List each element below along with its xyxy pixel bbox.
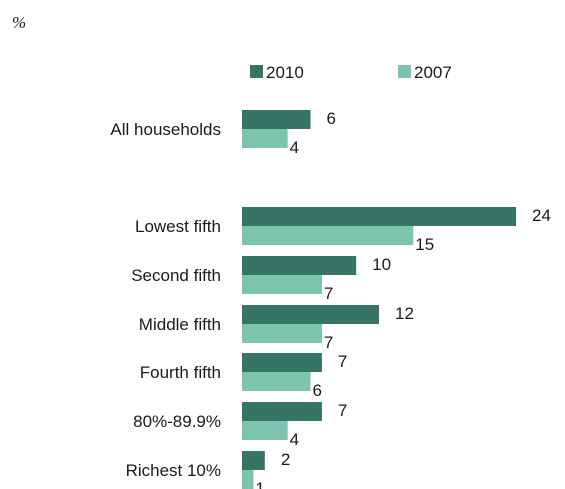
bar-2010-all-households xyxy=(242,110,311,129)
bar-2007-80pct-89-9pct xyxy=(242,421,288,440)
category-label-lowest-fifth: Lowest fifth xyxy=(135,217,221,236)
value-label-2007-lowest-fifth: 15 xyxy=(415,235,434,254)
value-label-2010-second-fifth: 10 xyxy=(372,255,391,274)
value-label-2007-second-fifth: 7 xyxy=(324,284,333,303)
bar-2007-second-fifth xyxy=(242,275,322,294)
legend-swatch-2010 xyxy=(250,65,263,78)
value-label-2010-80pct-89-9pct: 7 xyxy=(338,401,347,420)
category-label-middle-fifth: Middle fifth xyxy=(139,315,221,334)
legend: 2010 2007 xyxy=(250,63,452,82)
value-label-2010-middle-fifth: 12 xyxy=(395,304,414,323)
bar-2007-richest-10pct xyxy=(242,470,254,489)
category-label-second-fifth: Second fifth xyxy=(131,266,221,285)
legend-label-2007: 2007 xyxy=(414,63,452,82)
bar-2007-middle-fifth xyxy=(242,324,322,343)
bar-2010-richest-10pct xyxy=(242,451,265,470)
bar-2007-all-households xyxy=(242,129,288,148)
value-label-2007-fourth-fifth: 6 xyxy=(313,381,322,400)
category-label-richest-10pct: Richest 10% xyxy=(126,461,221,480)
bar-2010-second-fifth xyxy=(242,256,357,275)
category-label-all-households: All households xyxy=(110,120,221,139)
bar-2010-fourth-fifth xyxy=(242,353,322,372)
bar-2010-middle-fifth xyxy=(242,305,379,324)
unit-label: % xyxy=(12,13,26,32)
bar-2007-lowest-fifth xyxy=(242,226,414,245)
bar-2010-80pct-89-9pct xyxy=(242,402,322,421)
value-label-2010-richest-10pct: 2 xyxy=(281,450,290,469)
legend-swatch-2007 xyxy=(398,65,411,78)
bar-2010-lowest-fifth xyxy=(242,207,516,226)
value-label-2010-lowest-fifth: 24 xyxy=(532,206,551,225)
value-label-2010-fourth-fifth: 7 xyxy=(338,352,347,371)
value-label-2007-80pct-89-9pct: 4 xyxy=(290,430,299,449)
legend-label-2010: 2010 xyxy=(266,63,304,82)
value-label-2007-richest-10pct: 1 xyxy=(255,479,264,489)
value-label-2007-all-households: 4 xyxy=(290,138,299,157)
category-label-fourth-fifth: Fourth fifth xyxy=(140,363,221,382)
category-label-80pct-89-9pct: 80%-89.9% xyxy=(133,412,221,431)
bar-2007-fourth-fifth xyxy=(242,372,311,391)
value-label-2010-all-households: 6 xyxy=(327,109,336,128)
value-label-2007-middle-fifth: 7 xyxy=(324,333,333,352)
